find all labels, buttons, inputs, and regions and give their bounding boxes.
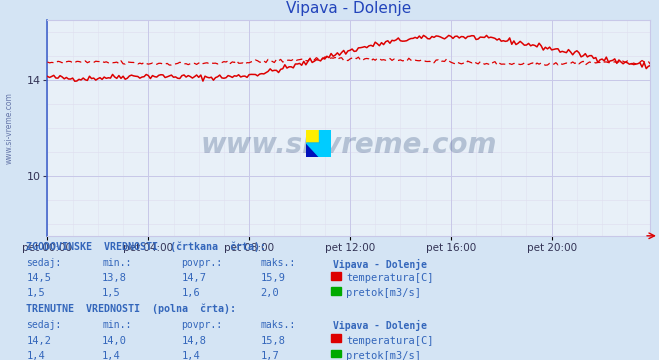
Text: 1,4: 1,4 (102, 351, 121, 360)
Polygon shape (306, 143, 319, 157)
Text: 15,8: 15,8 (260, 336, 285, 346)
Text: min.:: min.: (102, 258, 132, 269)
Text: 15,9: 15,9 (260, 273, 285, 283)
Text: 1,5: 1,5 (26, 288, 45, 298)
Text: 13,8: 13,8 (102, 273, 127, 283)
Text: pretok[m3/s]: pretok[m3/s] (346, 288, 421, 298)
Text: Vipava - Dolenje: Vipava - Dolenje (333, 258, 427, 270)
Text: 2,0: 2,0 (260, 288, 279, 298)
Text: 14,5: 14,5 (26, 273, 51, 283)
Text: sedaj:: sedaj: (26, 320, 61, 330)
Text: 14,2: 14,2 (26, 336, 51, 346)
Text: 14,7: 14,7 (181, 273, 206, 283)
Title: Vipava - Dolenje: Vipava - Dolenje (286, 1, 412, 16)
Text: TRENUTNE  VREDNOSTI  (polna  črta):: TRENUTNE VREDNOSTI (polna črta): (26, 303, 237, 314)
Text: 1,5: 1,5 (102, 288, 121, 298)
Text: min.:: min.: (102, 320, 132, 330)
Text: 14,8: 14,8 (181, 336, 206, 346)
Text: ZGODOVINSKE  VREDNOSTI  (črtkana  črta):: ZGODOVINSKE VREDNOSTI (črtkana črta): (26, 241, 266, 252)
Bar (319, 130, 331, 143)
Text: 1,4: 1,4 (26, 351, 45, 360)
Text: 1,6: 1,6 (181, 288, 200, 298)
Text: www.si-vreme.com: www.si-vreme.com (201, 131, 497, 159)
Bar (319, 143, 331, 157)
Text: maks.:: maks.: (260, 320, 295, 330)
Text: temperatura[C]: temperatura[C] (346, 273, 434, 283)
Text: temperatura[C]: temperatura[C] (346, 336, 434, 346)
Text: www.si-vreme.com: www.si-vreme.com (5, 92, 14, 164)
Text: sedaj:: sedaj: (26, 258, 61, 269)
Text: pretok[m3/s]: pretok[m3/s] (346, 351, 421, 360)
Bar (306, 143, 319, 157)
Text: 1,4: 1,4 (181, 351, 200, 360)
Text: Vipava - Dolenje: Vipava - Dolenje (333, 320, 427, 332)
Text: povpr.:: povpr.: (181, 320, 222, 330)
Text: maks.:: maks.: (260, 258, 295, 269)
Text: povpr.:: povpr.: (181, 258, 222, 269)
Text: 1,7: 1,7 (260, 351, 279, 360)
Text: 14,0: 14,0 (102, 336, 127, 346)
Bar (306, 130, 319, 143)
